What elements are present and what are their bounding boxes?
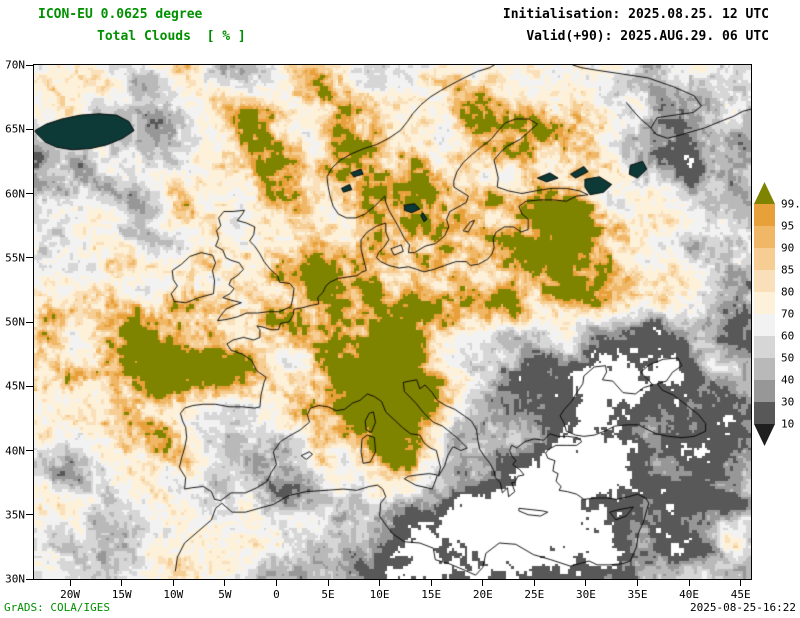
lon-tick-label: 45E (730, 588, 751, 601)
colorbar-level-label: 30 (781, 395, 795, 409)
lat-tick-label: 50N (5, 315, 25, 329)
colorbar-segment (754, 402, 775, 424)
lat-tick (26, 128, 33, 130)
colorbar-level-label: 70 (781, 307, 795, 321)
lon-tick-label: 10W (163, 588, 184, 601)
lat-tick-label: 45N (5, 379, 25, 393)
colorbar-level-label: 60 (781, 329, 795, 343)
colorbar: 99.5 95 90 85 80 70 60 50 40 30 10 (754, 182, 800, 446)
colorbar-level-label: 40 (781, 373, 795, 387)
lon-tick (224, 579, 226, 586)
lon-tick-label: 15W (111, 588, 132, 601)
lat-tick (26, 578, 33, 580)
lon-tick-label: 5W (218, 588, 232, 601)
lat-tick-label: 65N (5, 122, 25, 136)
lat-tick (26, 385, 33, 387)
colorbar-segment (754, 380, 775, 402)
cloud-field-canvas (34, 65, 751, 579)
lat-tick (26, 257, 33, 259)
lon-tick (172, 579, 174, 586)
lat-tick-label: 40N (5, 444, 25, 457)
colorbar-level-label: 90 (781, 241, 795, 255)
map-frame: 70N 65N 60N 55N 50N 45N 40N 35N 30N 20W 15W 10W 5W 0 5… (5, 59, 752, 601)
lon-tick-label: 10E (369, 588, 390, 601)
colorbar-segment (754, 226, 775, 248)
lat-tick-label: 70N (5, 58, 25, 72)
colorbar-segment (754, 270, 775, 292)
colorbar-segment (754, 358, 775, 380)
colorbar-level-label: 95 (781, 219, 795, 233)
colorbar-segment (754, 424, 775, 446)
lon-tick (740, 579, 742, 586)
lat-tick (26, 64, 33, 66)
grads-credit: GrADS: COLA/IGES (4, 601, 110, 614)
lon-tick (69, 579, 71, 586)
lat-tick-label: 35N (5, 508, 25, 522)
lon-tick (430, 579, 432, 586)
variable-title: Total Clouds [ % ] (97, 29, 246, 44)
colorbar-segment (754, 204, 775, 226)
lat-tick-label: 30N (5, 572, 25, 586)
lon-tick-label: 0 (273, 588, 280, 601)
colorbar-segment (754, 314, 775, 336)
colorbar-level-label: 10 (781, 417, 795, 431)
colorbar-level-label: 99.5 (781, 197, 800, 211)
lat-tick (26, 321, 33, 323)
lon-tick-label: 20E (472, 588, 493, 601)
colorbar-level-label: 50 (781, 351, 795, 365)
lon-tick-label: 30E (575, 588, 596, 601)
valid-time-label: Valid(+90): 2025.AUG.29. 06 UTC (526, 29, 769, 44)
colorbar-segment (754, 292, 775, 314)
lon-tick (121, 579, 123, 586)
lon-tick (585, 579, 587, 586)
lon-tick-label: 40E (679, 588, 700, 601)
lon-tick (688, 579, 690, 586)
lon-tick (637, 579, 639, 586)
init-time-label: Initialisation: 2025.08.25. 12 UTC (502, 7, 769, 22)
lon-tick (482, 579, 484, 586)
lat-tick (26, 514, 33, 516)
colorbar-segment (754, 248, 775, 270)
lat-tick (26, 450, 33, 451)
lat-tick-label: 60N (5, 187, 25, 200)
colorbar-level-label: 85 (781, 263, 795, 277)
lat-tick (26, 193, 33, 194)
model-title: ICON-EU 0.0625 degree (38, 7, 203, 22)
generated-timestamp: 2025-08-25-16:22 (690, 601, 796, 614)
colorbar-segment (754, 182, 775, 204)
lon-tick-label: 25E (524, 588, 545, 601)
colorbar-segment (754, 336, 775, 358)
lon-tick (327, 579, 329, 586)
colorbar-level-label: 80 (781, 285, 795, 299)
lon-tick-label: 15E (421, 588, 442, 601)
lon-tick (533, 579, 535, 586)
lon-tick (379, 579, 381, 586)
lon-tick-label: 5E (321, 588, 335, 601)
lon-tick (275, 579, 277, 586)
lat-tick-label: 55N (5, 251, 25, 265)
lon-tick-label: 20W (60, 588, 81, 601)
lon-tick-label: 35E (627, 588, 648, 601)
